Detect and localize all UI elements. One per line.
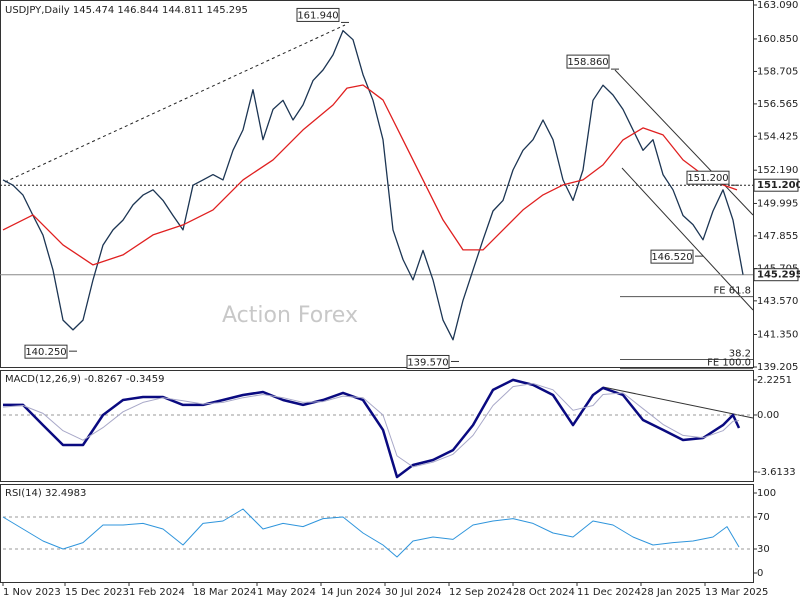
series-line bbox=[3, 378, 741, 479]
y-tick-label: 158.705 bbox=[757, 66, 798, 77]
fib-label: FE 61.8 bbox=[713, 286, 751, 297]
y-tick-label: 143.570 bbox=[757, 296, 798, 307]
annotation-label: 158.860 bbox=[567, 57, 608, 68]
watermark: Action Forex bbox=[222, 303, 358, 328]
annotation-label: 140.250 bbox=[25, 347, 66, 358]
channel-line bbox=[621, 167, 754, 311]
y-tick-label: 141.350 bbox=[757, 329, 798, 340]
annotation-box bbox=[650, 249, 694, 264]
level-label: 145.295 bbox=[757, 270, 800, 281]
x-tick-label: 13 Mar 2025 bbox=[705, 587, 768, 598]
x-tick-label: 18 Mar 2024 bbox=[193, 587, 256, 598]
y-tick-label: 2.2251 bbox=[757, 375, 792, 386]
y-tick-label: 139.205 bbox=[757, 362, 798, 373]
annotation-label: 161.940 bbox=[297, 10, 338, 21]
annotation-label: 151.200 bbox=[687, 173, 728, 184]
annotation-box bbox=[24, 344, 68, 359]
y-tick-label: 0.00 bbox=[757, 410, 779, 421]
annotation-box bbox=[406, 354, 450, 369]
series-line bbox=[2, 508, 740, 558]
level-box bbox=[753, 178, 799, 192]
x-tick-label: 28 Oct 2024 bbox=[513, 587, 575, 598]
rsi-panel bbox=[0, 484, 754, 583]
panel-title: USDJPY,Daily 145.474 146.844 144.811 145… bbox=[5, 5, 248, 16]
x-tick-label: 11 Dec 2024 bbox=[577, 587, 641, 598]
series-line bbox=[2, 29, 744, 341]
x-tick-label: 1 Feb 2024 bbox=[129, 587, 185, 598]
x-tick-label: 28 Jan 2025 bbox=[641, 587, 701, 598]
y-tick-label: 156.565 bbox=[757, 99, 798, 110]
fib-label: FE 100.0 bbox=[707, 358, 751, 369]
macd-panel bbox=[0, 370, 754, 482]
x-tick-label: 30 Jul 2024 bbox=[385, 587, 442, 598]
annotation-label: 146.520 bbox=[651, 252, 692, 263]
y-tick-label: 163.090 bbox=[757, 0, 798, 11]
channel-line bbox=[614, 69, 754, 216]
macd-trendline bbox=[602, 386, 754, 419]
y-tick-label: 30 bbox=[757, 544, 770, 555]
y-tick-label: 149.995 bbox=[757, 198, 798, 209]
y-tick-label: 147.855 bbox=[757, 231, 798, 242]
y-tick-label: 160.850 bbox=[757, 34, 798, 45]
y-tick-label: -3.6133 bbox=[757, 467, 796, 478]
annotation-label: 139.570 bbox=[407, 357, 448, 368]
x-tick-label: 14 Jun 2024 bbox=[321, 587, 381, 598]
x-tick-label: 15 Dec 2023 bbox=[65, 587, 129, 598]
x-tick-label: 12 Sep 2024 bbox=[449, 587, 512, 598]
series-line bbox=[2, 84, 738, 266]
panel-title: RSI(14) 32.4983 bbox=[5, 488, 86, 499]
y-tick-label: 0 bbox=[757, 568, 763, 579]
y-tick-label: 100 bbox=[757, 488, 776, 499]
x-tick-label: 1 May 2024 bbox=[257, 587, 316, 598]
y-tick-label: 70 bbox=[757, 512, 770, 523]
fib-label: 38.2 bbox=[729, 348, 751, 359]
level-box bbox=[753, 268, 799, 282]
trendline bbox=[4, 24, 346, 183]
annotation-box bbox=[296, 7, 340, 22]
series-line bbox=[2, 383, 740, 468]
y-tick-label: 154.425 bbox=[757, 131, 798, 142]
level-label: 151.200 bbox=[757, 180, 800, 191]
panel-title: MACD(12,26,9) -0.8267 -0.3459 bbox=[5, 374, 165, 385]
annotation-box bbox=[686, 170, 730, 185]
annotation-box bbox=[566, 54, 610, 69]
y-tick-label: 152.190 bbox=[757, 165, 798, 176]
price-panel bbox=[0, 0, 754, 368]
x-tick-label: 1 Nov 2023 bbox=[3, 587, 61, 598]
